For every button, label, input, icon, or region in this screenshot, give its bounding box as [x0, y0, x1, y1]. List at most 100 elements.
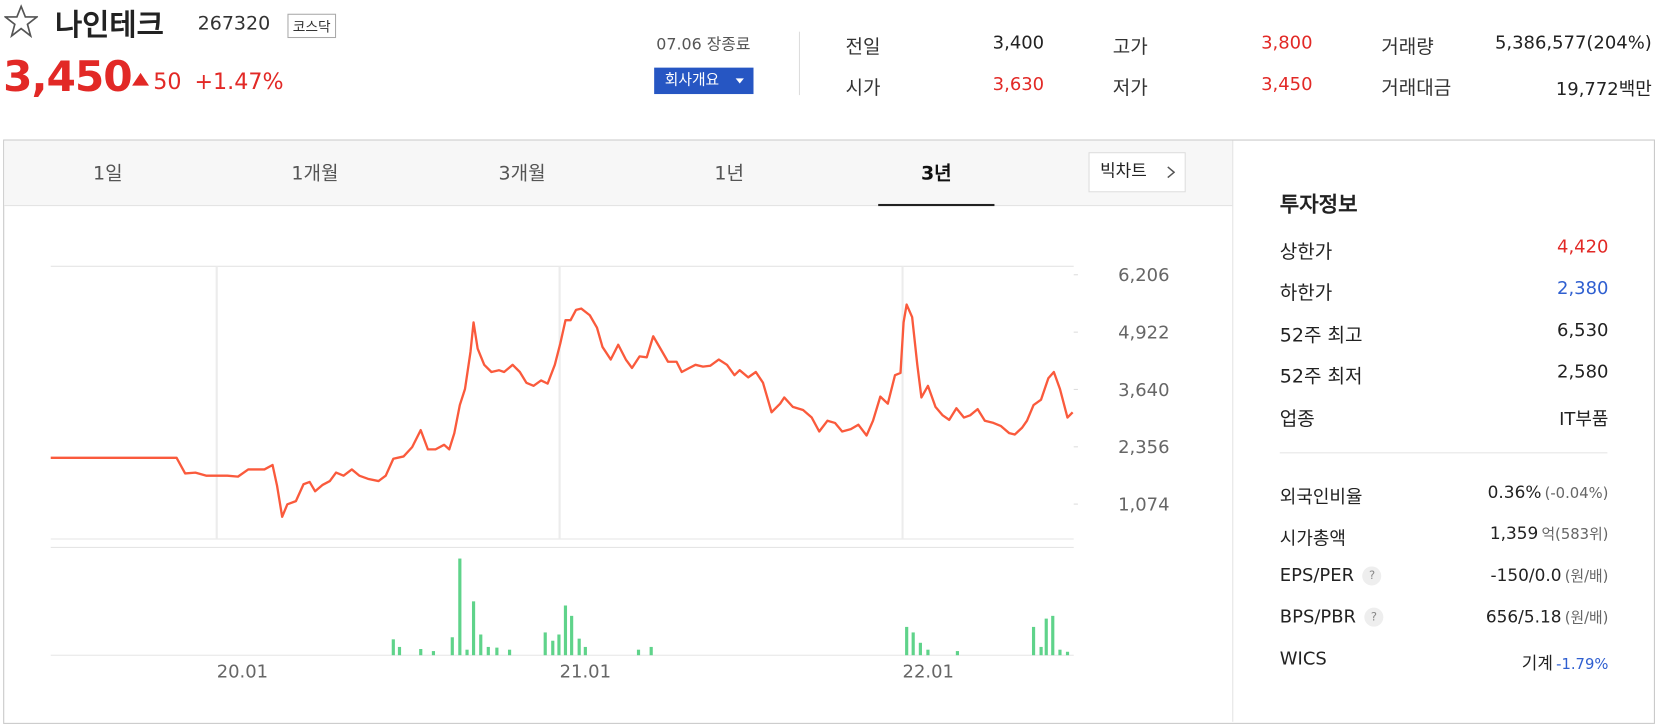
separator [798, 31, 800, 96]
stock-code: 267320 [197, 12, 271, 35]
invest-sub: (원/배) [1564, 568, 1609, 586]
volume-bar [905, 626, 909, 656]
invest-sub: (-0.04%) [1544, 485, 1609, 502]
invest-label: EPS/PER? [1279, 565, 1382, 587]
quote-value: 3,800 [1261, 33, 1312, 54]
y-tick-label: 3,640 [1118, 380, 1169, 401]
invest-value: -150/0.0 (원/배) [1491, 565, 1609, 586]
big-chart-button[interactable]: 빅차트 [1088, 152, 1186, 193]
invest-value: 1,359 억(583위) [1490, 523, 1609, 544]
invest-label-text: WICS [1279, 648, 1327, 671]
volume-bar [1044, 618, 1048, 656]
tab-underline [878, 203, 995, 207]
company-button[interactable]: 회사개요 [654, 67, 754, 95]
tab[interactable]: 3년 [920, 162, 952, 185]
volume-bar [397, 646, 402, 656]
x-tick-label: 21.01 [560, 661, 611, 682]
dropdown-caret [735, 78, 744, 84]
quote-label: 거래대금 [1381, 77, 1452, 100]
quote-value-text: 3,400 [992, 32, 1045, 54]
tab[interactable]: 1년 [714, 162, 744, 185]
company-button-label: 회사개요 [664, 71, 720, 89]
volume-bar [911, 632, 915, 656]
volume-bar [479, 634, 483, 656]
invest-value: 656/5.18 (원/배) [1486, 607, 1609, 628]
invest-label-text: 외국인비율 [1279, 487, 1363, 509]
tab-bar [4, 140, 1233, 207]
quote-value: 19,772백만 [1556, 74, 1652, 100]
quote-value: 5,386,577(204%) [1495, 33, 1652, 54]
invest-sub: 억(583위) [1541, 526, 1609, 544]
volume-bar [495, 647, 499, 656]
invest-label: 업종 [1279, 407, 1315, 431]
big-chart-label: 빅차트 [1100, 160, 1147, 181]
y-tick-label: 2,356 [1118, 437, 1169, 458]
quote-value: 3,450 [1261, 74, 1312, 95]
invest-value-text: 1,359 [1489, 523, 1539, 544]
volume-bar [391, 639, 395, 656]
volume-bar [551, 640, 555, 656]
quote-value-text: 5,386,577(204%) [1494, 32, 1652, 54]
invest-value: 기계 -1.79% [1522, 649, 1609, 674]
volume-bar [955, 651, 960, 656]
tab[interactable]: 1일 [92, 162, 123, 185]
favorite-star[interactable] [4, 4, 39, 39]
volume-bar [1031, 626, 1036, 656]
invest-label: WICS [1280, 649, 1327, 670]
tab[interactable]: 3개월 [498, 162, 546, 185]
invest-value-text: -150/0.0 [1490, 565, 1562, 586]
quote-label: 거래량 [1381, 35, 1434, 59]
volume-bar [1051, 615, 1055, 656]
invest-label: 외국인비율 [1280, 482, 1363, 508]
x-tick-label: 22.01 [903, 661, 954, 682]
volume-bar [431, 651, 436, 656]
volume-bar [1039, 646, 1043, 656]
price-line [50, 303, 1074, 518]
volume-bar [419, 649, 423, 656]
volume-bar [583, 646, 587, 656]
panel-divider [1232, 140, 1234, 722]
help-icon: ? [1362, 566, 1382, 586]
invest-label-text: EPS/PER [1279, 565, 1355, 587]
y-tick-label: 1,074 [1118, 494, 1169, 515]
invest-sub: (원/배) [1564, 609, 1609, 627]
invest-value: 2,380 [1557, 277, 1609, 300]
tab[interactable]: 1개월 [291, 162, 339, 185]
market-status: 07.06 장종료 [656, 34, 751, 54]
current-price: 3,450 [3, 52, 132, 102]
invest-sub: -1.79% [1556, 656, 1609, 674]
price-change: 50 [153, 68, 182, 95]
volume-bar [577, 638, 581, 656]
invest-value: IT부품 [1559, 408, 1609, 431]
change-rate: +1.47% [194, 68, 284, 95]
invest-label: 상한가 [1279, 240, 1333, 264]
y-tick-label: 4,922 [1118, 322, 1169, 343]
invest-label: 시가총액 [1280, 523, 1346, 549]
quote-value-text: 19,772 [1555, 79, 1619, 101]
volume-bar [926, 649, 930, 656]
volume-bar [486, 646, 490, 656]
volume-bar [465, 649, 469, 656]
up-arrow [132, 72, 150, 86]
quote-label: 고가 [1112, 35, 1148, 59]
y-tick-label: 6,206 [1118, 265, 1169, 286]
invest-label: BPS/PBR? [1280, 607, 1384, 628]
invest-title: 투자정보 [1279, 191, 1358, 217]
invest-value-text: 656/5.18 [1485, 606, 1562, 627]
help-icon: ? [1364, 607, 1384, 627]
volume-bar [471, 601, 476, 656]
stock-name: 나인테크 [54, 7, 164, 43]
volume-bar [563, 605, 568, 656]
invest-value: 6,530 [1557, 320, 1609, 342]
volume-bar [918, 642, 922, 656]
quote-unit: 백만 [1618, 79, 1652, 101]
invest-separator [1279, 452, 1608, 454]
quote-label: 시가 [845, 77, 881, 100]
quote-label: 전일 [845, 35, 881, 59]
chevron [1167, 166, 1176, 179]
chart-box [3, 139, 1655, 724]
quote-value: 3,400 [993, 33, 1044, 54]
invest-value: 2,580 [1557, 361, 1609, 383]
invest-label: 52주 최저 [1279, 365, 1363, 388]
